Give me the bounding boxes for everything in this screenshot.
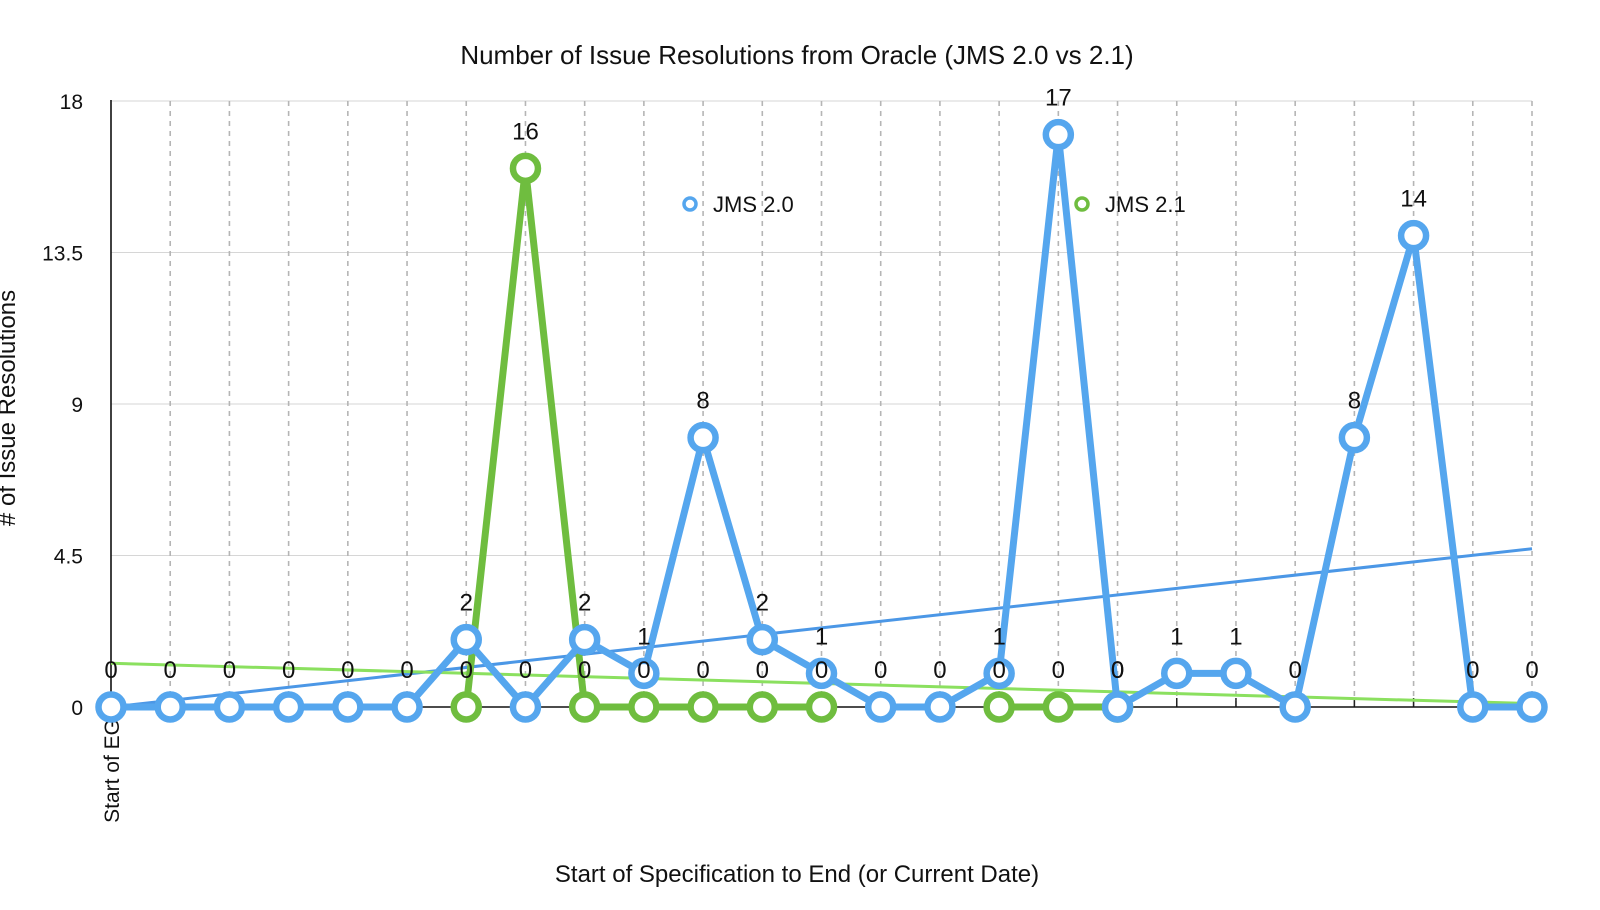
data-point-jms-2-1 xyxy=(687,691,719,723)
data-point-jms-2-0 xyxy=(1397,219,1430,252)
legend-entry-jms-2-1: JMS 2.1 xyxy=(1074,192,1186,217)
data-point-jms-2-0 xyxy=(1279,691,1311,723)
data-label-jms-2-0: 2 xyxy=(756,590,769,617)
data-point-jms-2-0 xyxy=(1516,691,1548,723)
data-label-jms-2-0: 14 xyxy=(1400,186,1427,213)
data-label-jms-2-0: 0 xyxy=(164,657,177,684)
x-axis-label: Start of Specification to End (or Curren… xyxy=(555,861,1039,888)
data-point-jms-2-0 xyxy=(391,691,423,723)
data-label-jms-2-0: 0 xyxy=(1288,657,1301,684)
data-label-jms-2-0: 0 xyxy=(933,657,946,684)
data-point-jms-2-0 xyxy=(1457,691,1489,723)
data-point-jms-2-0 xyxy=(805,657,838,690)
data-point-jms-2-0 xyxy=(332,691,364,723)
legend-entry-jms-2-0: JMS 2.0 xyxy=(682,192,794,217)
data-point-jms-2-0 xyxy=(1101,691,1134,723)
data-point-jms-2-0 xyxy=(95,691,127,723)
legend-marker-jms-2-0 xyxy=(682,196,698,212)
data-label-jms-2-0: 0 xyxy=(104,657,117,684)
data-label-jms-2-0: 17 xyxy=(1045,85,1072,112)
trendline-jms-2-0 xyxy=(110,547,1533,709)
data-label-jms-2-0: 0 xyxy=(1525,657,1538,684)
data-label-jms-2-0: 0 xyxy=(1466,657,1479,684)
data-label-jms-2-0: 1 xyxy=(992,623,1005,650)
data-label-jms-2-1: 0 xyxy=(815,657,828,684)
data-label-jms-2-1: 16 xyxy=(512,118,539,145)
data-point-jms-2-0 xyxy=(687,421,719,454)
data-point-jms-2-1 xyxy=(568,691,601,723)
data-label-jms-2-0: 0 xyxy=(400,657,413,684)
data-point-jms-2-0 xyxy=(1161,657,1193,690)
data-label-jms-2-0: 0 xyxy=(341,657,354,684)
data-point-jms-2-0 xyxy=(1042,118,1075,151)
series-layer xyxy=(95,118,1548,723)
data-point-jms-2-1 xyxy=(450,691,482,723)
data-point-jms-2-0 xyxy=(154,691,186,723)
data-label-jms-2-1: 0 xyxy=(696,657,709,684)
data-label-jms-2-0: 1 xyxy=(1170,623,1183,650)
legend-label-jms-2-0: JMS 2.0 xyxy=(713,192,794,217)
data-point-jms-2-0 xyxy=(1220,657,1252,690)
y-tick-label: 13.5 xyxy=(42,243,83,266)
data-point-jms-2-0 xyxy=(568,623,601,656)
data-label-jms-2-0: 1 xyxy=(815,623,828,650)
data-point-jms-2-0 xyxy=(272,691,305,723)
data-point-jms-2-1 xyxy=(746,691,779,723)
data-point-jms-2-0 xyxy=(1338,421,1371,454)
data-label-jms-2-0: 0 xyxy=(282,657,295,684)
y-tick-label: 18 xyxy=(60,91,83,114)
data-label-jms-2-0: 0 xyxy=(874,657,887,684)
data-point-jms-2-1 xyxy=(628,691,660,723)
data-label-jms-2-0: 0 xyxy=(1111,657,1124,684)
data-label-jms-2-0: 8 xyxy=(696,388,709,415)
data-label-jms-2-0: 1 xyxy=(637,623,650,650)
grid-layer xyxy=(111,100,1533,707)
data-label-jms-2-1: 0 xyxy=(578,657,591,684)
y-axis-label: # of Issue Resolutions xyxy=(0,290,21,526)
x-tick-label: Start of EG xyxy=(101,719,124,823)
y-tick-label: 4.5 xyxy=(54,546,83,569)
data-point-jms-2-1 xyxy=(983,691,1015,723)
data-label-jms-2-0: 0 xyxy=(519,657,532,684)
data-label-jms-2-0: 2 xyxy=(578,590,591,617)
legend-label-jms-2-1: JMS 2.1 xyxy=(1105,192,1186,217)
data-label-jms-2-0: 2 xyxy=(460,590,473,617)
chart-title: Number of Issue Resolutions from Oracle … xyxy=(460,40,1133,70)
data-point-jms-2-1 xyxy=(805,691,838,723)
data-point-jms-2-1 xyxy=(509,152,542,185)
data-label-jms-2-0: 8 xyxy=(1348,388,1361,415)
data-point-jms-2-1 xyxy=(1042,691,1075,723)
data-label-jms-2-1: 0 xyxy=(637,657,650,684)
data-label-jms-2-1: 0 xyxy=(992,657,1005,684)
data-point-jms-2-0 xyxy=(746,623,779,656)
legend: JMS 2.0 JMS 2.1 xyxy=(682,192,1186,217)
y-tick-label: 0 xyxy=(71,697,83,720)
data-label-jms-2-0: 1 xyxy=(1229,623,1242,650)
data-point-jms-2-0 xyxy=(983,657,1015,690)
data-label-jms-2-1: 0 xyxy=(756,657,769,684)
data-point-jms-2-0 xyxy=(924,691,956,723)
data-label-jms-2-1: 0 xyxy=(1052,657,1065,684)
data-point-jms-2-0 xyxy=(628,657,660,690)
data-point-jms-2-0 xyxy=(864,691,897,723)
legend-marker-jms-2-1 xyxy=(1074,196,1090,212)
data-point-jms-2-0 xyxy=(450,623,482,656)
y-tick-label: 9 xyxy=(71,394,83,417)
data-label-jms-2-0: 0 xyxy=(223,657,236,684)
data-label-jms-2-1: 0 xyxy=(460,657,473,684)
data-point-jms-2-0 xyxy=(509,691,542,723)
data-point-jms-2-0 xyxy=(213,691,246,723)
data-label-jms-2-1: 0 xyxy=(1111,657,1124,684)
